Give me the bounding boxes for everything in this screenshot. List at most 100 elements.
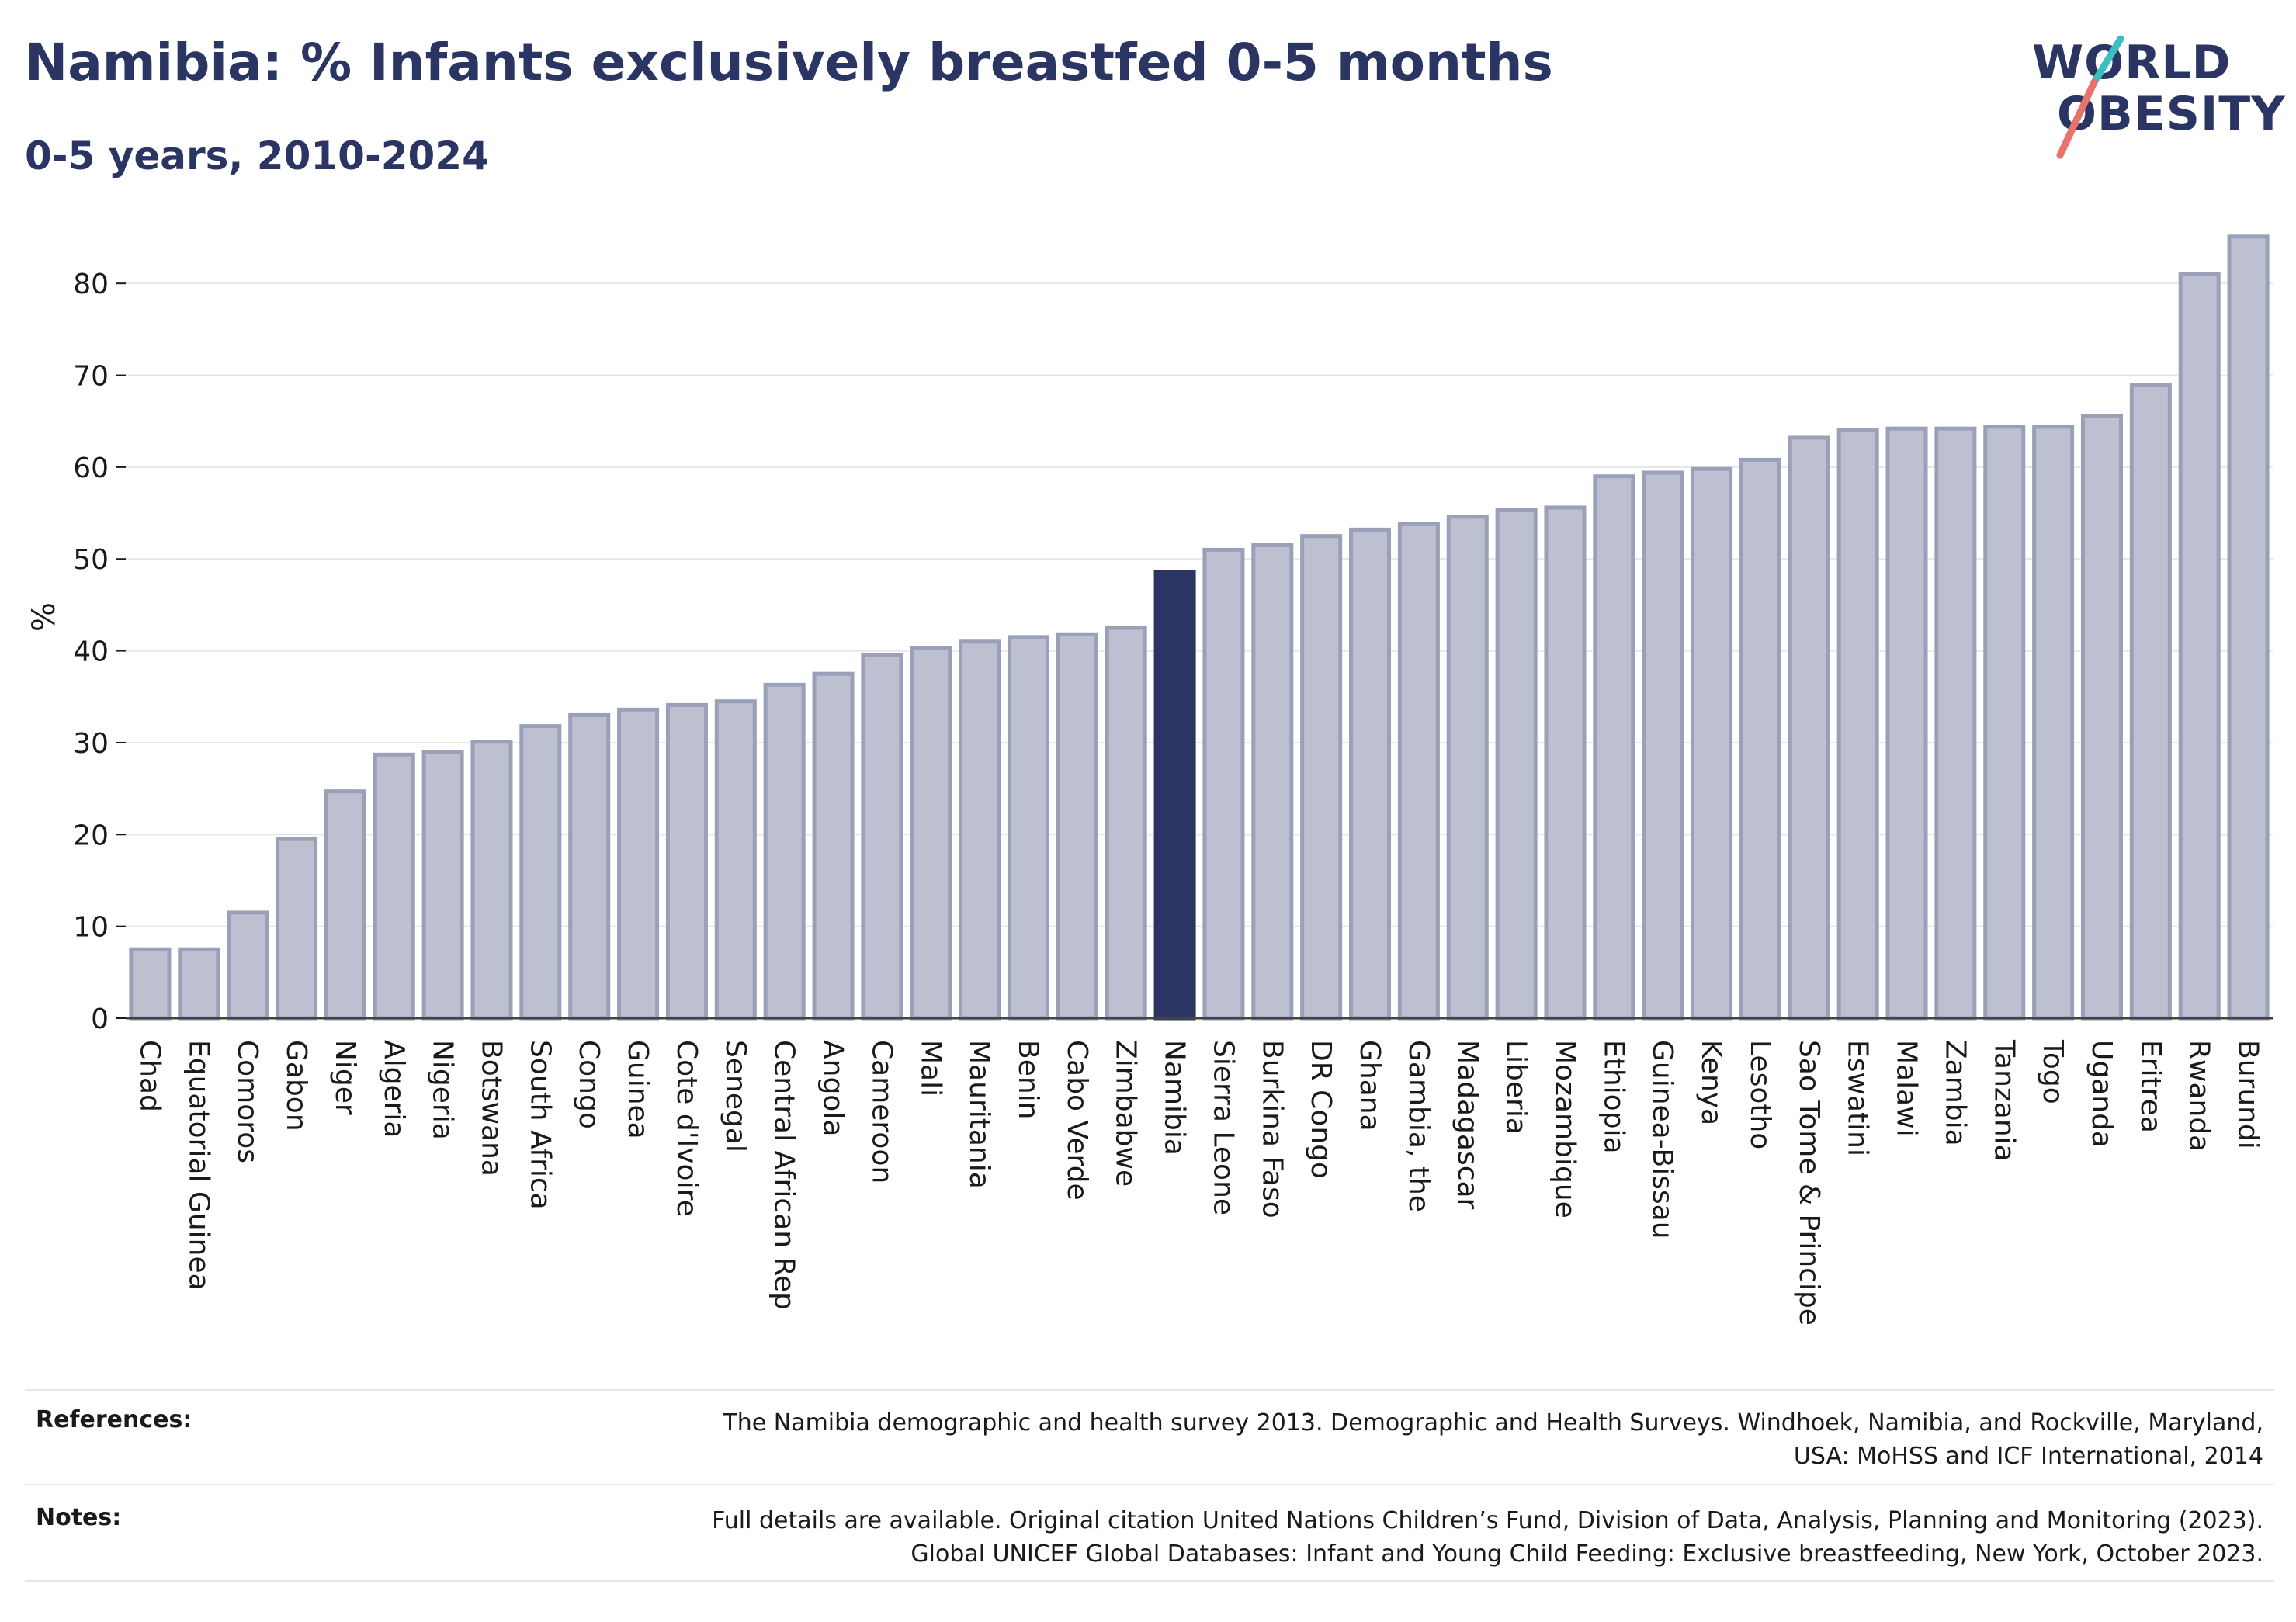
bar-madagascar — [1446, 515, 1489, 1021]
x-tick-label: Mauritania — [963, 1040, 995, 1189]
references-line-1: The Namibia demographic and health surve… — [723, 1409, 2263, 1437]
bar-cameroon — [861, 653, 903, 1021]
x-tick-label: Guinea-Bissau — [1646, 1040, 1678, 1239]
bar-chad — [129, 947, 172, 1021]
x-tick-label: Ethiopia — [1597, 1040, 1629, 1154]
notes-line-1: Full details are available. Original cit… — [712, 1507, 2263, 1534]
bar-gabon — [276, 837, 318, 1021]
x-tick-label: Gambia, the — [1403, 1040, 1434, 1212]
bar-mauritania — [959, 639, 1001, 1021]
x-tick-label: Chad — [134, 1040, 165, 1112]
y-axis-ticks: 0 10 20 30 40 50 60 70 80 — [73, 269, 126, 1035]
x-tick-label: Cameroon — [865, 1040, 897, 1184]
bar-gambia-the — [1397, 522, 1440, 1021]
bar-zambia — [1934, 426, 1977, 1021]
bar-south-africa — [519, 724, 562, 1021]
x-tick-label: Ghana — [1354, 1040, 1386, 1132]
bar-dr-congo — [1300, 534, 1343, 1021]
chart-title: Namibia: % Infants exclusively breastfed… — [25, 33, 1553, 92]
y-tick-label: 60 — [73, 452, 109, 484]
bar-congo — [568, 712, 611, 1021]
x-tick-label: Nigeria — [427, 1040, 459, 1140]
x-tick-label: Eritrea — [2135, 1040, 2166, 1133]
x-tick-label: Eswatini — [1842, 1040, 1874, 1156]
x-tick-label: Cote d'Ivoire — [671, 1040, 702, 1217]
bar-senegal — [714, 699, 757, 1021]
references-line-2: USA: MoHSS and ICF International, 2014 — [1793, 1443, 2263, 1470]
x-tick-label: Niger — [329, 1040, 361, 1115]
world-obesity-logo: WORLD OBESITY — [2026, 31, 2285, 171]
notes-label: Notes: — [36, 1504, 122, 1531]
bar-equatorial-guinea — [178, 947, 220, 1021]
x-tick-label: Zambia — [1939, 1040, 1971, 1146]
y-tick-label: 80 — [73, 269, 109, 300]
logo-text-obesity: OBESITY — [2057, 87, 2286, 141]
chart-subtitle: 0-5 years, 2010-2024 — [25, 133, 489, 178]
footer-divider-top — [25, 1389, 2274, 1391]
y-tick-label: 40 — [73, 636, 109, 668]
y-tick-label: 70 — [73, 361, 109, 393]
y-tick-label: 10 — [73, 912, 109, 944]
y-tick-label: 20 — [73, 820, 109, 851]
x-tick-label: Cabo Verde — [1061, 1040, 1093, 1201]
bar-algeria — [373, 752, 415, 1021]
x-tick-label: Mozambique — [1549, 1040, 1580, 1218]
bar-guinea — [617, 707, 660, 1021]
bar-liberia — [1495, 508, 1538, 1021]
x-tick-label: Tanzania — [1988, 1039, 2020, 1162]
x-tick-label: Namibia — [1159, 1040, 1191, 1156]
bar-eritrea — [2129, 383, 2172, 1021]
x-tick-label: South Africa — [524, 1040, 556, 1210]
bar-niger — [324, 789, 366, 1021]
x-tick-label: Malawi — [1891, 1040, 1923, 1137]
x-tick-label: Senegal — [720, 1040, 751, 1152]
x-tick-label: Guinea — [622, 1040, 654, 1139]
bar-mozambique — [1544, 505, 1587, 1021]
x-tick-label: Congo — [573, 1040, 605, 1129]
x-tick-label: DR Congo — [1305, 1040, 1337, 1179]
notes-line-2: Global UNICEF Global Databases: Infant a… — [910, 1541, 2263, 1568]
bar-ghana — [1349, 527, 1392, 1021]
x-tick-label: Uganda — [2086, 1040, 2117, 1148]
x-tick-label: Algeria — [378, 1040, 410, 1139]
bar-eswatini — [1836, 428, 1879, 1021]
bar-namibia — [1153, 570, 1196, 1021]
logo-text-world: WORLD — [2032, 36, 2232, 90]
footer-divider-middle — [25, 1484, 2274, 1485]
x-tick-label: Zimbabwe — [1110, 1040, 1142, 1187]
bar-nigeria — [421, 750, 464, 1021]
x-tick-label: Burundi — [2232, 1040, 2264, 1149]
x-tick-label: Madagascar — [1451, 1040, 1483, 1210]
x-axis-labels: Chad Equatorial Guinea Comoros Gabon Niger Al… — [134, 1039, 2263, 1326]
bar-central-african-rep — [763, 682, 806, 1021]
bar-cote-d-ivoire — [665, 702, 708, 1021]
bar-togo — [2032, 425, 2075, 1021]
references-label: References: — [36, 1406, 192, 1433]
x-tick-label: Comoros — [231, 1040, 263, 1163]
bar-rwanda — [2178, 272, 2221, 1021]
x-tick-label: Gabon — [280, 1040, 312, 1132]
x-tick-label: Togo — [2037, 1039, 2069, 1104]
bar-cabo-verde — [1056, 632, 1098, 1021]
x-tick-label: Botswana — [475, 1040, 507, 1177]
x-tick-label: Mali — [914, 1040, 946, 1097]
bar-sierra-leone — [1202, 547, 1245, 1021]
x-tick-label: Rwanda — [2183, 1040, 2215, 1152]
bar-sao-tome-principe — [1788, 435, 1830, 1021]
x-tick-label: Central African Rep — [768, 1040, 800, 1310]
footer-divider-bottom — [25, 1580, 2274, 1582]
bar-guinea-bissau — [1642, 470, 1684, 1021]
bar-malawi — [1885, 426, 1928, 1021]
bars — [129, 234, 2270, 1021]
bar-comoros — [227, 910, 269, 1021]
x-tick-label: Sao Tome & Principe — [1793, 1040, 1825, 1326]
x-tick-label: Benin — [1012, 1040, 1044, 1119]
bar-zimbabwe — [1105, 626, 1147, 1021]
bar-kenya — [1691, 466, 1733, 1021]
x-tick-label: Liberia — [1500, 1040, 1532, 1135]
y-tick-label: 0 — [91, 1003, 109, 1035]
logo-slash-icon — [2056, 35, 2124, 159]
y-tick-label: 50 — [73, 544, 109, 576]
x-tick-label: Equatorial Guinea — [182, 1040, 214, 1291]
